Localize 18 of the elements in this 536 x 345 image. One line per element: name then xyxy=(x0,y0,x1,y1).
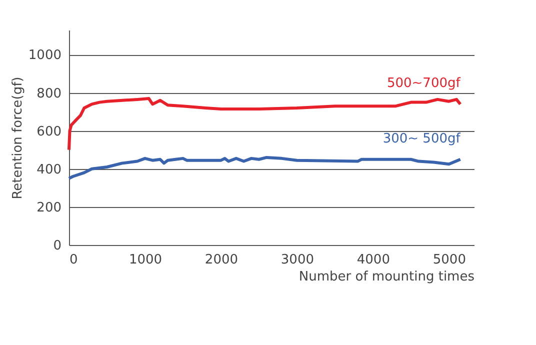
series-label: 300~ 500gf xyxy=(382,131,461,146)
x-tick-label: 3000 xyxy=(280,252,314,268)
y-tick-label: 0 xyxy=(53,238,62,254)
x-tick-label: 2000 xyxy=(204,252,238,268)
y-tick-label: 400 xyxy=(36,162,62,178)
y-tick-label: 800 xyxy=(36,86,62,102)
x-tick-label: 5000 xyxy=(432,252,466,268)
x-tick-label: 4000 xyxy=(356,252,390,268)
x-axis-title: Number of mounting times xyxy=(298,270,475,284)
y-tick-label: 200 xyxy=(36,200,62,216)
line-series xyxy=(68,156,462,180)
y-tick-label: 600 xyxy=(36,124,62,140)
x-tick-label: 0 xyxy=(70,252,78,268)
series-label: 500~700gf xyxy=(386,76,461,92)
y-tick-label: 1000 xyxy=(28,48,62,64)
x-tick-label: 1000 xyxy=(128,252,162,268)
line-series xyxy=(68,96,462,152)
y-axis-title: Retention force(gf) xyxy=(10,76,26,200)
